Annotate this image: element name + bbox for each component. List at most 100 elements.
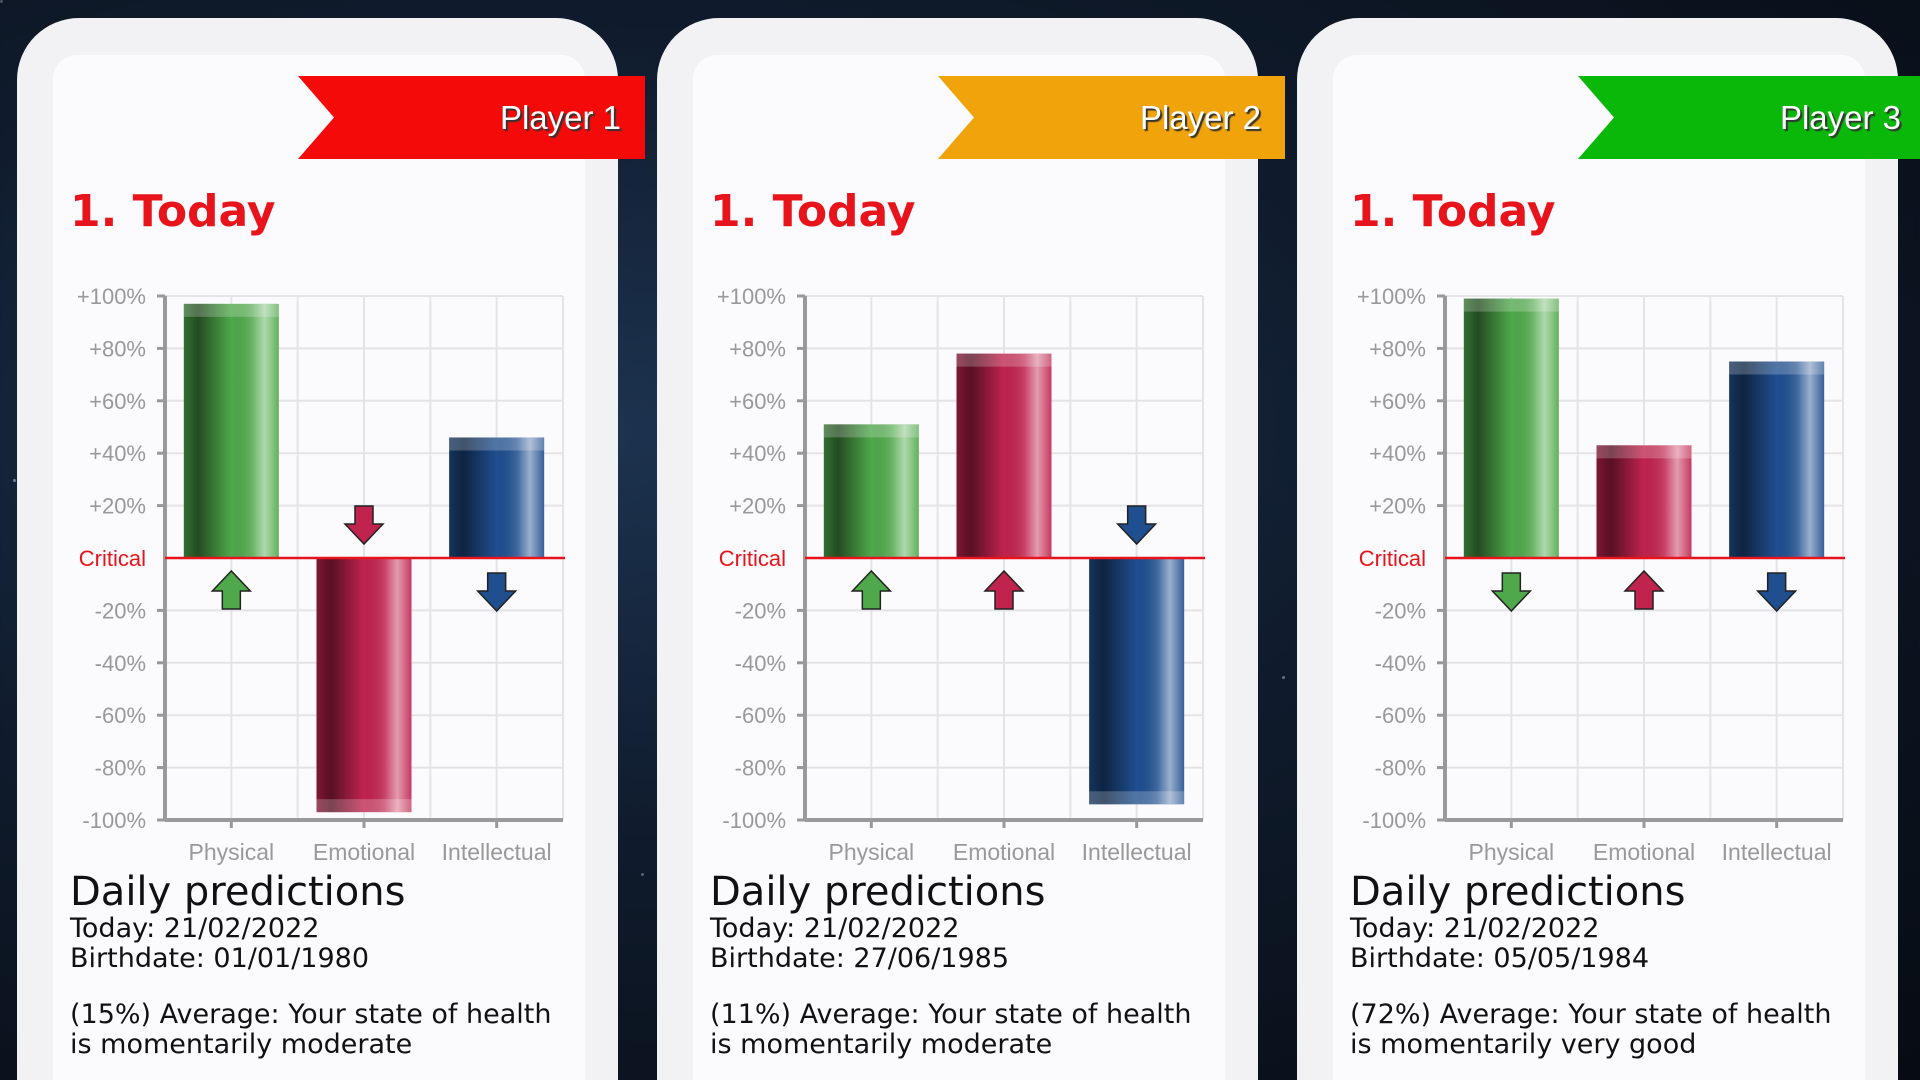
- health-summary: (11%) Average: Your state of health: [710, 999, 1192, 1030]
- birthdate: Birthdate: 05/05/1984: [1350, 943, 1650, 974]
- y-tick-label: +80%: [729, 336, 786, 361]
- y-tick-label: -20%: [95, 598, 146, 623]
- y-tick-label: +80%: [1369, 336, 1426, 361]
- trend-arrow-up-icon: [210, 569, 253, 610]
- bar-shading: [1596, 445, 1692, 558]
- y-tick-label: -80%: [735, 756, 786, 781]
- trend-arrow-down-icon: [1490, 572, 1533, 613]
- biorhythm-chart: +100% +80% +60% +40% +20% Critical -20% -40% -60…: [717, 284, 1205, 865]
- player-card: Player 3 1. Today +100% +80% +60% +40% +20% C…: [1297, 18, 1920, 1080]
- y-tick-label: -100%: [1362, 808, 1426, 833]
- x-tick-label: Intellectual: [1082, 839, 1192, 865]
- bar-shading: [183, 303, 279, 558]
- x-tick-label: Physical: [829, 839, 915, 865]
- trend-arrow-down-icon: [1755, 572, 1798, 613]
- today-date: Today: 21/02/2022: [70, 913, 320, 944]
- y-tick-label: +100%: [77, 284, 146, 309]
- y-tick-label: -60%: [735, 703, 786, 728]
- star: [641, 873, 644, 876]
- y-tick-label: +100%: [717, 284, 786, 309]
- trend-arrow-up-icon: [850, 569, 893, 610]
- player-banner: Player 2: [938, 76, 1285, 159]
- y-tick-label: -80%: [95, 756, 146, 781]
- predictions-heading: Daily predictions: [710, 869, 1046, 915]
- y-tick-label: +40%: [1369, 441, 1426, 466]
- y-tick-label: -100%: [722, 808, 786, 833]
- section-title: 1. Today: [710, 186, 916, 237]
- y-tick-label: -100%: [82, 808, 146, 833]
- player-card: Player 2 1. Today +100% +80% +60% +40% +20% C…: [657, 18, 1285, 1080]
- y-tick-label: -40%: [95, 651, 146, 676]
- biorhythm-chart: +100% +80% +60% +40% +20% Critical -20% -40% -60…: [77, 284, 565, 865]
- y-tick-label: -40%: [1375, 651, 1426, 676]
- star: [0, 0, 3, 3]
- y-tick-label: -60%: [95, 703, 146, 728]
- y-tick-label: +20%: [729, 494, 786, 519]
- biorhythm-chart: +100% +80% +60% +40% +20% Critical -20% -40% -60…: [1357, 284, 1845, 865]
- health-summary-cont: is momentarily very good: [1350, 1029, 1697, 1060]
- today-date: Today: 21/02/2022: [1350, 913, 1600, 944]
- bar-shading: [316, 558, 412, 813]
- y-tick-label: +40%: [729, 441, 786, 466]
- bar-cap: [1596, 445, 1692, 459]
- player-name: Player 3: [1779, 98, 1901, 136]
- health-summary: (72%) Average: Your state of health: [1350, 999, 1832, 1030]
- trend-arrow-down-icon: [475, 572, 518, 613]
- daily-predictions: Daily predictions Today: 21/02/2022 Birt…: [70, 870, 552, 1060]
- y-tick-label: +60%: [1369, 389, 1426, 414]
- section-title: 1. Today: [70, 186, 276, 237]
- health-summary-cont: is momentarily moderate: [710, 1029, 1053, 1060]
- today-date: Today: 21/02/2022: [710, 913, 960, 944]
- bar-cap: [449, 437, 545, 451]
- bar-shading: [1463, 298, 1559, 558]
- y-tick-label: +80%: [89, 336, 146, 361]
- x-tick-label: Emotional: [313, 839, 415, 865]
- bar-cap: [316, 799, 412, 813]
- x-tick-label: Emotional: [953, 839, 1055, 865]
- health-summary-cont: is momentarily moderate: [70, 1029, 413, 1060]
- y-tick-label: -80%: [1375, 756, 1426, 781]
- y-tick-label: +60%: [729, 389, 786, 414]
- y-tick-label: -60%: [1375, 703, 1426, 728]
- x-tick-label: Physical: [189, 839, 275, 865]
- player-name: Player 2: [1139, 98, 1261, 136]
- star: [1282, 676, 1285, 679]
- player-banner: Player 3: [1578, 76, 1920, 159]
- y-tick-label: +20%: [89, 494, 146, 519]
- birthdate: Birthdate: 01/01/1980: [70, 943, 370, 974]
- trend-arrow-up-icon: [983, 569, 1025, 610]
- birthdate: Birthdate: 27/06/1985: [710, 943, 1010, 974]
- trend-arrow-up-icon: [1623, 569, 1665, 610]
- daily-predictions: Daily predictions Today: 21/02/2022 Birt…: [710, 870, 1192, 1060]
- critical-label: Critical: [79, 546, 146, 571]
- bar-cap: [1463, 298, 1559, 312]
- bar-cap: [1729, 361, 1825, 375]
- predictions-heading: Daily predictions: [1350, 869, 1686, 915]
- bar-shading: [823, 424, 919, 558]
- bar-shading: [956, 353, 1052, 558]
- bar-cap: [823, 424, 919, 438]
- predictions-heading: Daily predictions: [70, 869, 406, 915]
- section-title: 1. Today: [1350, 186, 1556, 237]
- y-tick-label: -40%: [735, 651, 786, 676]
- star: [13, 479, 16, 482]
- bar-cap: [956, 353, 1052, 367]
- player-card: Player 1 1. Today +100% +80% +60% +40% +20% C…: [17, 18, 645, 1080]
- y-tick-label: -20%: [735, 598, 786, 623]
- bar-shading: [449, 437, 545, 558]
- x-tick-label: Physical: [1469, 839, 1555, 865]
- critical-label: Critical: [1359, 546, 1426, 571]
- trend-arrow-down-icon: [343, 505, 385, 546]
- health-summary: (15%) Average: Your state of health: [70, 999, 552, 1030]
- y-tick-label: +40%: [89, 441, 146, 466]
- bar-shading: [1089, 558, 1185, 805]
- bar-cap: [1089, 791, 1185, 805]
- bar-shading: [1729, 361, 1825, 558]
- y-tick-label: +20%: [1369, 494, 1426, 519]
- y-tick-label: +100%: [1357, 284, 1426, 309]
- critical-label: Critical: [719, 546, 786, 571]
- y-tick-label: +60%: [89, 389, 146, 414]
- daily-predictions: Daily predictions Today: 21/02/2022 Birt…: [1350, 870, 1832, 1060]
- x-tick-label: Intellectual: [1722, 839, 1832, 865]
- x-tick-label: Intellectual: [442, 839, 552, 865]
